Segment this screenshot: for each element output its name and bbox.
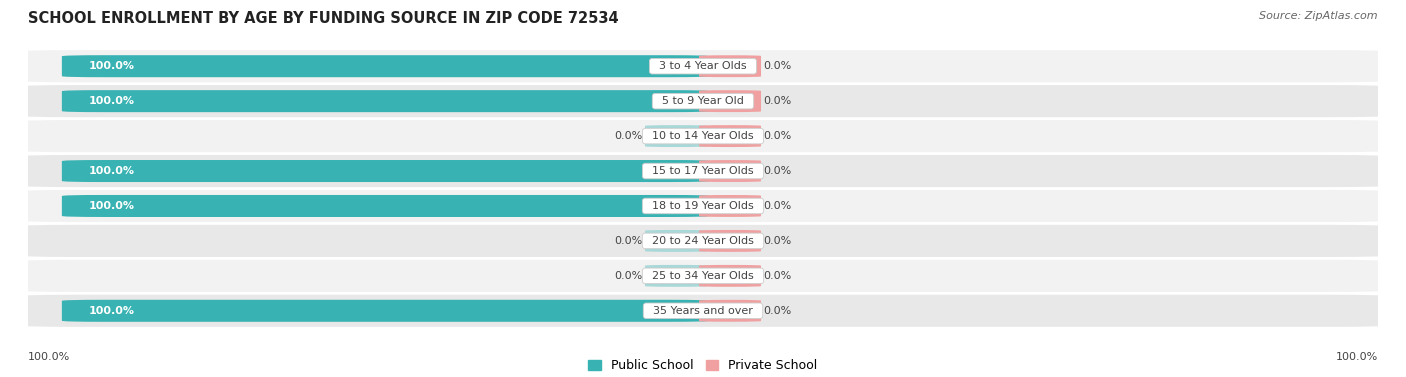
Text: 100.0%: 100.0% [89,201,135,211]
FancyBboxPatch shape [699,265,761,287]
Text: 100.0%: 100.0% [89,96,135,106]
FancyBboxPatch shape [699,125,761,147]
Text: 0.0%: 0.0% [763,201,792,211]
FancyBboxPatch shape [645,230,707,252]
Text: 3 to 4 Year Olds: 3 to 4 Year Olds [652,61,754,71]
FancyBboxPatch shape [699,160,761,182]
Text: 100.0%: 100.0% [89,306,135,316]
Text: 0.0%: 0.0% [763,236,792,246]
FancyBboxPatch shape [21,85,1385,117]
Text: 0.0%: 0.0% [763,96,792,106]
FancyBboxPatch shape [21,120,1385,152]
Text: 100.0%: 100.0% [28,352,70,362]
FancyBboxPatch shape [645,265,707,287]
Text: 35 Years and over: 35 Years and over [647,306,759,316]
Text: 0.0%: 0.0% [763,131,792,141]
FancyBboxPatch shape [62,195,710,217]
Text: Source: ZipAtlas.com: Source: ZipAtlas.com [1260,11,1378,21]
Text: 15 to 17 Year Olds: 15 to 17 Year Olds [645,166,761,176]
Text: 0.0%: 0.0% [763,271,792,281]
Legend: Public School, Private School: Public School, Private School [583,354,823,377]
FancyBboxPatch shape [699,90,761,112]
FancyBboxPatch shape [645,125,707,147]
FancyBboxPatch shape [21,190,1385,222]
Text: SCHOOL ENROLLMENT BY AGE BY FUNDING SOURCE IN ZIP CODE 72534: SCHOOL ENROLLMENT BY AGE BY FUNDING SOUR… [28,11,619,26]
FancyBboxPatch shape [699,195,761,217]
Text: 25 to 34 Year Olds: 25 to 34 Year Olds [645,271,761,281]
Text: 0.0%: 0.0% [763,166,792,176]
FancyBboxPatch shape [62,55,710,77]
FancyBboxPatch shape [699,55,761,77]
Text: 5 to 9 Year Old: 5 to 9 Year Old [655,96,751,106]
FancyBboxPatch shape [699,300,761,322]
Text: 100.0%: 100.0% [89,166,135,176]
FancyBboxPatch shape [699,230,761,252]
Text: 100.0%: 100.0% [89,61,135,71]
Text: 0.0%: 0.0% [763,61,792,71]
FancyBboxPatch shape [62,160,710,182]
FancyBboxPatch shape [21,155,1385,187]
FancyBboxPatch shape [21,225,1385,257]
FancyBboxPatch shape [62,90,710,112]
Text: 20 to 24 Year Olds: 20 to 24 Year Olds [645,236,761,246]
FancyBboxPatch shape [62,300,710,322]
Text: 0.0%: 0.0% [614,131,643,141]
Text: 10 to 14 Year Olds: 10 to 14 Year Olds [645,131,761,141]
Text: 100.0%: 100.0% [1336,352,1378,362]
Text: 0.0%: 0.0% [614,236,643,246]
Text: 0.0%: 0.0% [763,306,792,316]
Text: 0.0%: 0.0% [614,271,643,281]
FancyBboxPatch shape [21,260,1385,292]
FancyBboxPatch shape [21,50,1385,82]
FancyBboxPatch shape [21,295,1385,327]
Text: 18 to 19 Year Olds: 18 to 19 Year Olds [645,201,761,211]
